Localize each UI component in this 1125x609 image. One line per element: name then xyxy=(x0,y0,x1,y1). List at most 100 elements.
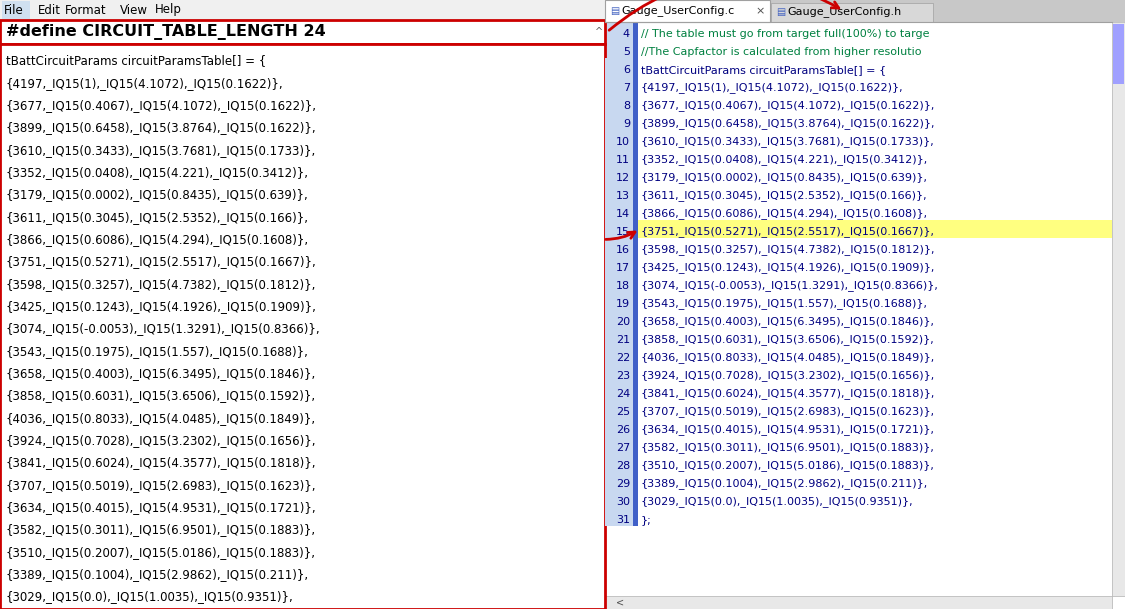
Text: {3610,_IQ15(0.3433),_IQ15(3.7681),_IQ15(0.1733)},: {3610,_IQ15(0.3433),_IQ15(3.7681),_IQ15(… xyxy=(6,144,316,157)
Bar xyxy=(605,490,633,508)
Text: View: View xyxy=(120,4,148,16)
Text: {3866,_IQ15(0.6086),_IQ15(4.294),_IQ15(0.1608)},: {3866,_IQ15(0.6086),_IQ15(4.294),_IQ15(0… xyxy=(6,233,309,246)
Bar xyxy=(633,256,638,274)
Bar xyxy=(605,0,770,22)
Text: 8: 8 xyxy=(623,100,630,111)
Text: {3352,_IQ15(0.0408),_IQ15(4.221),_IQ15(0.3412)},: {3352,_IQ15(0.0408),_IQ15(4.221),_IQ15(0… xyxy=(6,166,309,179)
Text: 17: 17 xyxy=(615,262,630,273)
Text: {3858,_IQ15(0.6031),_IQ15(3.6506),_IQ15(0.1592)},: {3858,_IQ15(0.6031),_IQ15(3.6506),_IQ15(… xyxy=(641,334,935,345)
Text: {3924,_IQ15(0.7028),_IQ15(3.2302),_IQ15(0.1656)},: {3924,_IQ15(0.7028),_IQ15(3.2302),_IQ15(… xyxy=(6,434,316,447)
Text: {3658,_IQ15(0.4003),_IQ15(6.3495),_IQ15(0.1846)},: {3658,_IQ15(0.4003),_IQ15(6.3495),_IQ15(… xyxy=(641,316,935,327)
Bar xyxy=(633,328,638,346)
Bar xyxy=(605,202,633,220)
Bar xyxy=(605,58,633,76)
Bar xyxy=(633,220,638,238)
Text: Edit: Edit xyxy=(38,4,61,16)
Bar xyxy=(605,508,633,526)
Text: 30: 30 xyxy=(616,497,630,507)
Text: 21: 21 xyxy=(615,335,630,345)
Text: 15: 15 xyxy=(616,227,630,237)
Text: {3899,_IQ15(0.6458),_IQ15(3.8764),_IQ15(0.1622)},: {3899,_IQ15(0.6458),_IQ15(3.8764),_IQ15(… xyxy=(6,121,316,134)
Bar xyxy=(633,454,638,472)
Bar xyxy=(633,382,638,400)
Text: {3658,_IQ15(0.4003),_IQ15(6.3495),_IQ15(0.1846)},: {3658,_IQ15(0.4003),_IQ15(6.3495),_IQ15(… xyxy=(6,367,316,380)
Text: <: < xyxy=(616,597,624,608)
Bar xyxy=(633,508,638,526)
Bar xyxy=(633,76,638,94)
Bar xyxy=(633,184,638,202)
Text: ▤: ▤ xyxy=(610,6,619,16)
Text: {3751,_IQ15(0.5271),_IQ15(2.5517),_IQ15(0.1667)},: {3751,_IQ15(0.5271),_IQ15(2.5517),_IQ15(… xyxy=(6,255,317,268)
Bar xyxy=(605,418,633,436)
Bar xyxy=(0,0,605,609)
Text: {3352,_IQ15(0.0408),_IQ15(4.221),_IQ15(0.3412)},: {3352,_IQ15(0.0408),_IQ15(4.221),_IQ15(0… xyxy=(641,154,928,165)
Bar xyxy=(1113,24,1124,84)
Text: 26: 26 xyxy=(615,424,630,435)
Text: ×: × xyxy=(755,6,765,16)
Text: 6: 6 xyxy=(623,65,630,75)
Text: {3074,_IQ15(-0.0053),_IQ15(1.3291),_IQ15(0.8366)},: {3074,_IQ15(-0.0053),_IQ15(1.3291),_IQ15… xyxy=(6,322,321,335)
Bar xyxy=(605,130,633,148)
Bar xyxy=(633,400,638,418)
Bar xyxy=(605,112,633,130)
Text: 16: 16 xyxy=(616,245,630,255)
Bar xyxy=(2,1,30,19)
Bar xyxy=(633,58,638,76)
Text: {3899,_IQ15(0.6458),_IQ15(3.8764),_IQ15(0.1622)},: {3899,_IQ15(0.6458),_IQ15(3.8764),_IQ15(… xyxy=(641,118,936,129)
Bar xyxy=(0,44,605,609)
Text: {3707,_IQ15(0.5019),_IQ15(2.6983),_IQ15(0.1623)},: {3707,_IQ15(0.5019),_IQ15(2.6983),_IQ15(… xyxy=(641,406,935,417)
Text: 31: 31 xyxy=(616,515,630,525)
Bar xyxy=(605,22,633,40)
Bar xyxy=(633,112,638,130)
Text: 24: 24 xyxy=(615,389,630,399)
Text: {3510,_IQ15(0.2007),_IQ15(5.0186),_IQ15(0.1883)},: {3510,_IQ15(0.2007),_IQ15(5.0186),_IQ15(… xyxy=(641,460,935,471)
Bar xyxy=(605,454,633,472)
Text: {3598,_IQ15(0.3257),_IQ15(4.7382),_IQ15(0.1812)},: {3598,_IQ15(0.3257),_IQ15(4.7382),_IQ15(… xyxy=(641,244,936,255)
Text: 10: 10 xyxy=(616,136,630,147)
Bar xyxy=(605,364,633,382)
Text: 13: 13 xyxy=(616,191,630,201)
Text: {3029,_IQ15(0.0),_IQ15(1.0035),_IQ15(0.9351)},: {3029,_IQ15(0.0),_IQ15(1.0035),_IQ15(0.9… xyxy=(6,590,294,604)
Bar xyxy=(605,328,633,346)
Bar xyxy=(605,292,633,310)
Bar xyxy=(605,40,633,58)
Text: {4197,_IQ15(1),_IQ15(4.1072),_IQ15(0.1622)},: {4197,_IQ15(1),_IQ15(4.1072),_IQ15(0.162… xyxy=(6,77,284,90)
Text: 19: 19 xyxy=(615,298,630,309)
Bar xyxy=(605,0,1125,609)
Bar xyxy=(633,418,638,436)
Text: {3841,_IQ15(0.6024),_IQ15(4.3577),_IQ15(0.1818)},: {3841,_IQ15(0.6024),_IQ15(4.3577),_IQ15(… xyxy=(641,389,935,399)
Text: {3677,_IQ15(0.4067),_IQ15(4.1072),_IQ15(0.1622)},: {3677,_IQ15(0.4067),_IQ15(4.1072),_IQ15(… xyxy=(641,100,935,111)
Bar xyxy=(605,436,633,454)
Bar xyxy=(605,0,1125,22)
Bar xyxy=(605,400,633,418)
Text: {3510,_IQ15(0.2007),_IQ15(5.0186),_IQ15(0.1883)},: {3510,_IQ15(0.2007),_IQ15(5.0186),_IQ15(… xyxy=(6,546,316,558)
Text: {3543,_IQ15(0.1975),_IQ15(1.557),_IQ15(0.1688)},: {3543,_IQ15(0.1975),_IQ15(1.557),_IQ15(0… xyxy=(6,345,309,357)
Text: {3707,_IQ15(0.5019),_IQ15(2.6983),_IQ15(0.1623)},: {3707,_IQ15(0.5019),_IQ15(2.6983),_IQ15(… xyxy=(6,479,316,491)
Text: {4197,_IQ15(1),_IQ15(4.1072),_IQ15(0.1622)},: {4197,_IQ15(1),_IQ15(4.1072),_IQ15(0.162… xyxy=(641,82,903,93)
Text: 5: 5 xyxy=(623,47,630,57)
Text: {3389,_IQ15(0.1004),_IQ15(2.9862),_IQ15(0.211)},: {3389,_IQ15(0.1004),_IQ15(2.9862),_IQ15(… xyxy=(641,478,928,489)
Text: {3924,_IQ15(0.7028),_IQ15(3.2302),_IQ15(0.1656)},: {3924,_IQ15(0.7028),_IQ15(3.2302),_IQ15(… xyxy=(641,370,935,381)
Text: Format: Format xyxy=(65,4,107,16)
Bar xyxy=(633,346,638,364)
Text: {3751,_IQ15(0.5271),_IQ15(2.5517),_IQ15(0.1667)},: {3751,_IQ15(0.5271),_IQ15(2.5517),_IQ15(… xyxy=(641,227,935,237)
Bar xyxy=(593,20,605,44)
Bar xyxy=(605,166,633,184)
Text: ^: ^ xyxy=(595,27,603,37)
Bar xyxy=(605,382,633,400)
Text: {3677,_IQ15(0.4067),_IQ15(4.1072),_IQ15(0.1622)},: {3677,_IQ15(0.4067),_IQ15(4.1072),_IQ15(… xyxy=(6,99,317,112)
Text: tBattCircuitParams circuitParamsTable[] = {: tBattCircuitParams circuitParamsTable[] … xyxy=(6,54,267,67)
Text: {3841,_IQ15(0.6024),_IQ15(4.3577),_IQ15(0.1818)},: {3841,_IQ15(0.6024),_IQ15(4.3577),_IQ15(… xyxy=(6,456,316,469)
Text: {3179,_IQ15(0.0002),_IQ15(0.8435),_IQ15(0.639)},: {3179,_IQ15(0.0002),_IQ15(0.8435),_IQ15(… xyxy=(6,188,308,201)
Text: ▤: ▤ xyxy=(776,7,785,17)
Bar xyxy=(605,346,633,364)
Bar xyxy=(605,274,633,292)
Text: 27: 27 xyxy=(615,443,630,452)
Bar xyxy=(0,0,605,20)
Text: {3029,_IQ15(0.0),_IQ15(1.0035),_IQ15(0.9351)},: {3029,_IQ15(0.0),_IQ15(1.0035),_IQ15(0.9… xyxy=(641,496,914,507)
Text: {3611,_IQ15(0.3045),_IQ15(2.5352),_IQ15(0.166)},: {3611,_IQ15(0.3045),_IQ15(2.5352),_IQ15(… xyxy=(641,190,928,201)
Bar xyxy=(1112,22,1125,596)
Text: {3634,_IQ15(0.4015),_IQ15(4.9531),_IQ15(0.1721)},: {3634,_IQ15(0.4015),_IQ15(4.9531),_IQ15(… xyxy=(6,501,316,514)
Text: //The Capfactor is calculated from higher resolutio: //The Capfactor is calculated from highe… xyxy=(641,47,921,57)
Text: {4036,_IQ15(0.8033),_IQ15(4.0485),_IQ15(0.1849)},: {4036,_IQ15(0.8033),_IQ15(4.0485),_IQ15(… xyxy=(6,412,316,424)
